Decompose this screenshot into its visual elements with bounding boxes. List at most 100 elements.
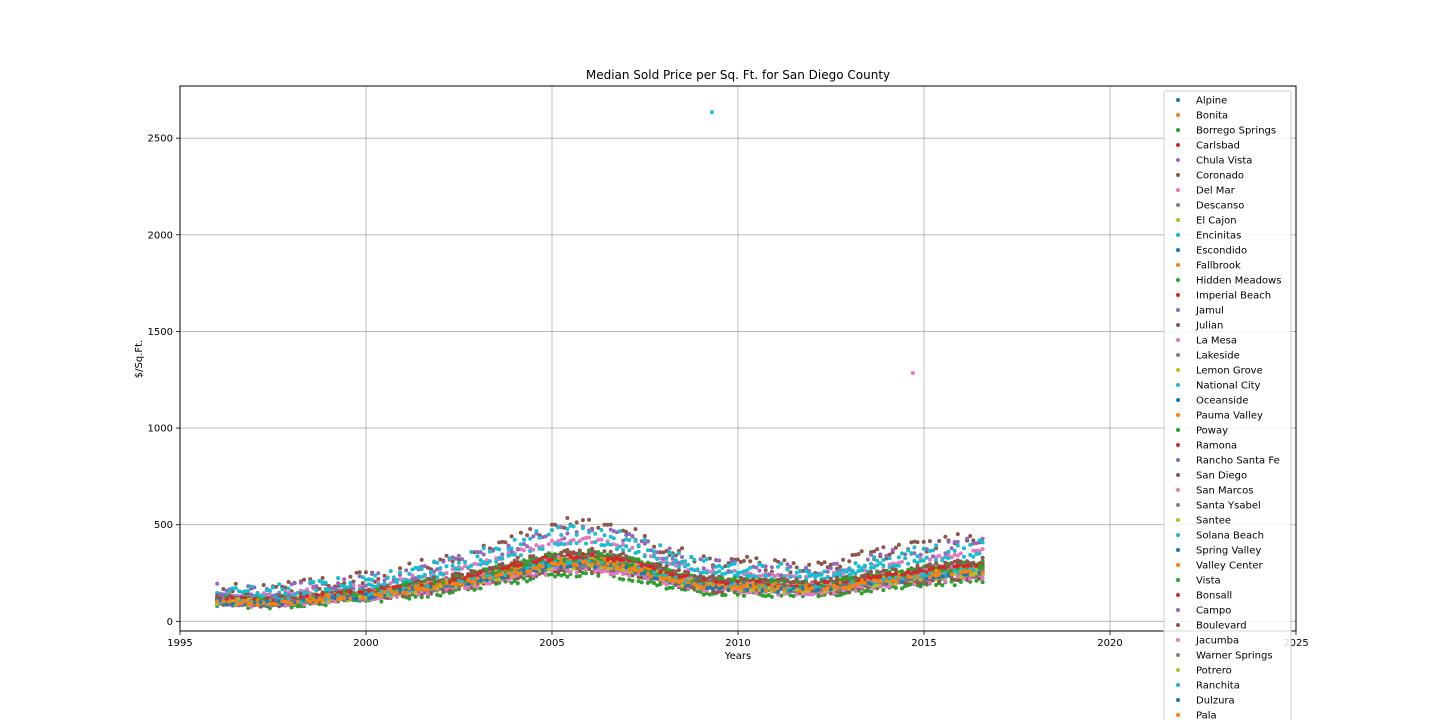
data-point bbox=[460, 572, 464, 577]
data-point bbox=[540, 544, 545, 549]
data-point bbox=[540, 555, 545, 560]
data-point bbox=[788, 593, 793, 598]
data-point bbox=[763, 564, 768, 569]
data-point bbox=[522, 537, 526, 542]
data-point bbox=[955, 558, 960, 563]
data-point bbox=[562, 549, 567, 553]
data-point bbox=[900, 559, 904, 564]
data-point bbox=[221, 592, 226, 597]
data-point bbox=[816, 560, 821, 565]
data-point bbox=[819, 572, 824, 577]
data-point bbox=[655, 583, 660, 588]
data-point bbox=[751, 574, 756, 579]
data-point bbox=[921, 546, 926, 551]
data-point bbox=[556, 539, 561, 544]
data-point bbox=[549, 522, 554, 527]
data-point bbox=[373, 579, 378, 584]
data-point bbox=[534, 529, 539, 534]
data-point bbox=[348, 584, 353, 589]
data-point bbox=[962, 560, 966, 565]
data-point bbox=[298, 591, 303, 596]
data-point bbox=[438, 557, 443, 562]
data-point bbox=[506, 553, 511, 558]
data-point bbox=[518, 542, 523, 547]
data-point bbox=[475, 550, 480, 554]
data-point bbox=[881, 588, 886, 593]
data-point bbox=[769, 579, 774, 584]
data-point bbox=[494, 546, 499, 551]
data-point bbox=[491, 548, 495, 553]
data-point bbox=[255, 591, 260, 596]
data-point bbox=[893, 567, 898, 572]
data-point bbox=[261, 591, 266, 596]
data-point bbox=[949, 561, 954, 566]
data-point bbox=[701, 554, 706, 559]
data-point bbox=[667, 550, 672, 555]
data-point bbox=[621, 542, 626, 547]
data-point bbox=[754, 565, 759, 570]
data-point bbox=[680, 555, 684, 559]
data-point bbox=[444, 571, 449, 576]
data-point bbox=[875, 547, 880, 552]
data-point bbox=[593, 555, 598, 560]
data-point bbox=[419, 564, 424, 569]
data-point bbox=[311, 579, 316, 584]
data-point bbox=[841, 591, 846, 596]
data-point bbox=[515, 547, 520, 551]
data-point bbox=[738, 579, 743, 584]
data-point bbox=[711, 574, 715, 579]
data-point bbox=[587, 551, 592, 556]
data-point bbox=[593, 550, 598, 555]
data-point bbox=[559, 525, 564, 530]
data-point bbox=[456, 560, 461, 565]
data-point bbox=[720, 566, 725, 570]
data-point bbox=[379, 599, 384, 604]
data-point bbox=[376, 583, 381, 588]
data-point bbox=[804, 579, 808, 584]
data-point bbox=[769, 572, 774, 577]
data-point bbox=[478, 550, 483, 555]
data-point bbox=[289, 582, 294, 587]
data-point bbox=[608, 549, 613, 554]
data-point bbox=[599, 552, 604, 557]
data-point bbox=[704, 570, 709, 575]
data-point bbox=[955, 532, 960, 537]
data-point bbox=[367, 577, 371, 582]
data-point bbox=[342, 581, 347, 586]
data-point bbox=[884, 556, 889, 561]
data-point bbox=[822, 569, 827, 574]
data-point bbox=[614, 547, 619, 552]
data-point bbox=[878, 561, 883, 566]
data-point bbox=[354, 570, 359, 575]
data-point bbox=[298, 604, 303, 609]
data-point bbox=[348, 574, 353, 579]
data-point bbox=[729, 577, 734, 582]
data-point bbox=[906, 548, 911, 553]
data-point bbox=[658, 556, 663, 561]
data-point bbox=[227, 589, 232, 594]
data-point bbox=[977, 538, 982, 543]
data-point bbox=[494, 566, 499, 571]
data-point bbox=[670, 561, 675, 566]
data-point bbox=[977, 551, 982, 556]
data-point bbox=[577, 551, 582, 556]
data-point bbox=[875, 570, 880, 575]
data-point bbox=[642, 554, 647, 559]
data-point bbox=[286, 586, 291, 591]
data-point bbox=[435, 560, 440, 565]
data-point bbox=[472, 550, 477, 555]
data-point bbox=[714, 570, 719, 575]
data-point bbox=[707, 569, 712, 574]
data-point bbox=[283, 585, 288, 590]
data-point bbox=[556, 525, 561, 530]
data-point bbox=[751, 577, 756, 582]
data-point bbox=[680, 559, 684, 564]
data-point bbox=[571, 524, 576, 529]
data-point bbox=[776, 577, 781, 582]
data-point bbox=[664, 564, 669, 569]
data-point bbox=[655, 557, 660, 561]
data-point bbox=[475, 554, 480, 559]
data-point bbox=[664, 556, 669, 561]
data-point bbox=[751, 564, 756, 569]
data-point bbox=[413, 576, 418, 581]
